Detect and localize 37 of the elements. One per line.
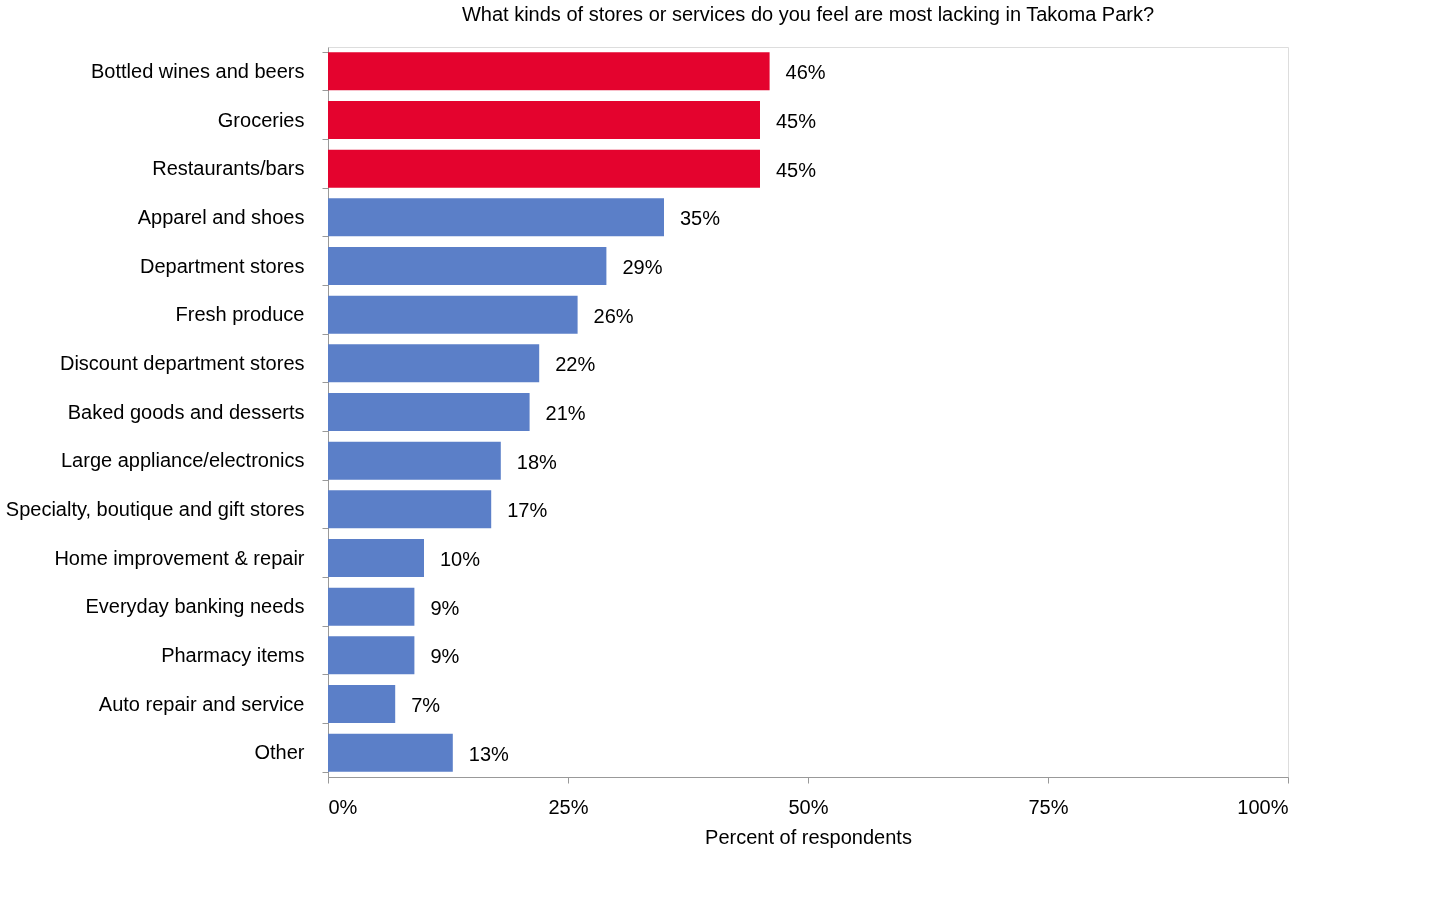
y-tick-label: Home improvement & repair <box>54 546 305 569</box>
data-label: 26% <box>593 304 634 327</box>
data-label: 18% <box>516 450 558 473</box>
x-axis-title: Percent of respondents <box>705 825 912 848</box>
x-tick-label: 0% <box>328 795 358 818</box>
y-tick-label: Pharmacy items <box>161 643 305 666</box>
data-label: 9% <box>430 645 460 668</box>
y-tick-label: Restaurants/bars <box>152 157 305 180</box>
y-tick-label: Fresh produce <box>175 303 305 326</box>
data-label: 13% <box>468 742 510 765</box>
data-label: 35% <box>680 207 721 230</box>
y-tick-label: Baked goods and desserts <box>67 400 305 423</box>
y-tick-label: Specialty, boutique and gift stores <box>5 497 305 520</box>
y-tick-label: Groceries <box>217 108 305 131</box>
data-label: 29% <box>622 256 663 278</box>
y-tick-label: Everyday banking needs <box>85 595 305 618</box>
data-label: 45% <box>776 158 817 181</box>
y-tick-label: Large appliance/electronics <box>61 449 305 472</box>
x-tick-label: 50% <box>788 795 829 818</box>
data-label: 22% <box>555 353 596 376</box>
x-tick-label: 100% <box>1237 795 1289 818</box>
y-tick-label: Other <box>254 741 305 764</box>
data-label: 10% <box>440 548 481 570</box>
y-tick-label: Discount department stores <box>59 351 305 374</box>
data-label: 45% <box>776 110 817 132</box>
x-tick-label: 75% <box>1028 795 1069 818</box>
y-tick-label: Apparel and shoes <box>137 205 305 228</box>
x-tick-label: 25% <box>548 795 589 818</box>
data-label: 46% <box>785 61 826 84</box>
data-label: 7% <box>411 694 441 716</box>
y-tick-label: Bottled wines and beers <box>91 59 305 82</box>
y-tick-label: Auto repair and service <box>98 692 305 715</box>
data-label: 21% <box>545 402 586 424</box>
data-label: 17% <box>507 499 548 522</box>
y-tick-label: Department stores <box>139 254 305 277</box>
data-label: 9% <box>430 596 460 619</box>
chart-title: What kinds of stores or services do you feel are most lacking in Takoma Park? <box>461 3 1155 25</box>
